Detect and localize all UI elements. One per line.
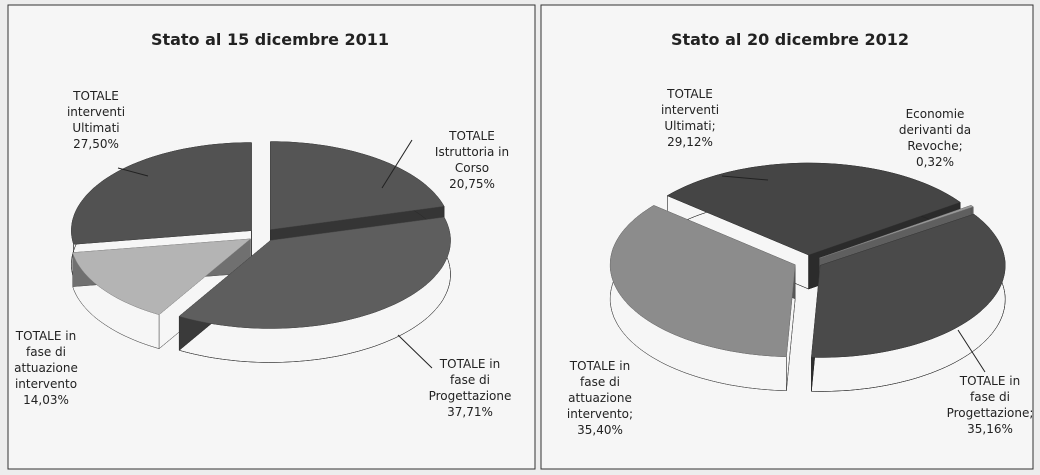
value-label: 35,40% xyxy=(577,423,623,437)
slice-label: TOTALE in fase di attuazione intervento; xyxy=(567,359,633,421)
value-label: 20,75% xyxy=(449,177,495,191)
slice-label: TOTALE interventi Ultimati xyxy=(67,89,125,135)
slice xyxy=(270,141,445,230)
value-label: 35,16% xyxy=(967,422,1013,436)
slice xyxy=(71,142,252,245)
chart-title: Stato al 15 dicembre 2011 xyxy=(151,30,389,49)
value-label: 27,50% xyxy=(73,137,119,151)
slice-label: TOTALE in fase di Progettazione; xyxy=(947,374,1034,420)
leader-line xyxy=(381,139,413,189)
value-label: 14,03% xyxy=(23,393,69,407)
slice-label: Economie derivanti da Revoche; xyxy=(899,107,971,153)
leader-line xyxy=(957,329,986,373)
slice xyxy=(666,162,961,256)
chart-title: Stato al 20 dicembre 2012 xyxy=(671,30,909,49)
leader-line xyxy=(397,334,433,369)
value-label: 29,12% xyxy=(667,135,713,149)
slice-label: TOTALE in fase di attuazione intervento xyxy=(14,329,78,391)
slice xyxy=(609,205,796,357)
value-label: 37,71% xyxy=(447,405,493,419)
slice xyxy=(819,205,974,259)
leader-line xyxy=(117,167,149,177)
slice xyxy=(811,213,1006,358)
slice xyxy=(178,216,451,329)
slice-label: TOTALE Istruttoria in Corso xyxy=(435,129,509,175)
slice-label: TOTALE interventi Ultimati; xyxy=(661,87,719,133)
slice xyxy=(72,238,252,315)
slice-label: TOTALE in fase di Progettazione xyxy=(429,357,512,403)
value-label: 0,32% xyxy=(916,155,954,169)
leader-line xyxy=(721,175,769,181)
